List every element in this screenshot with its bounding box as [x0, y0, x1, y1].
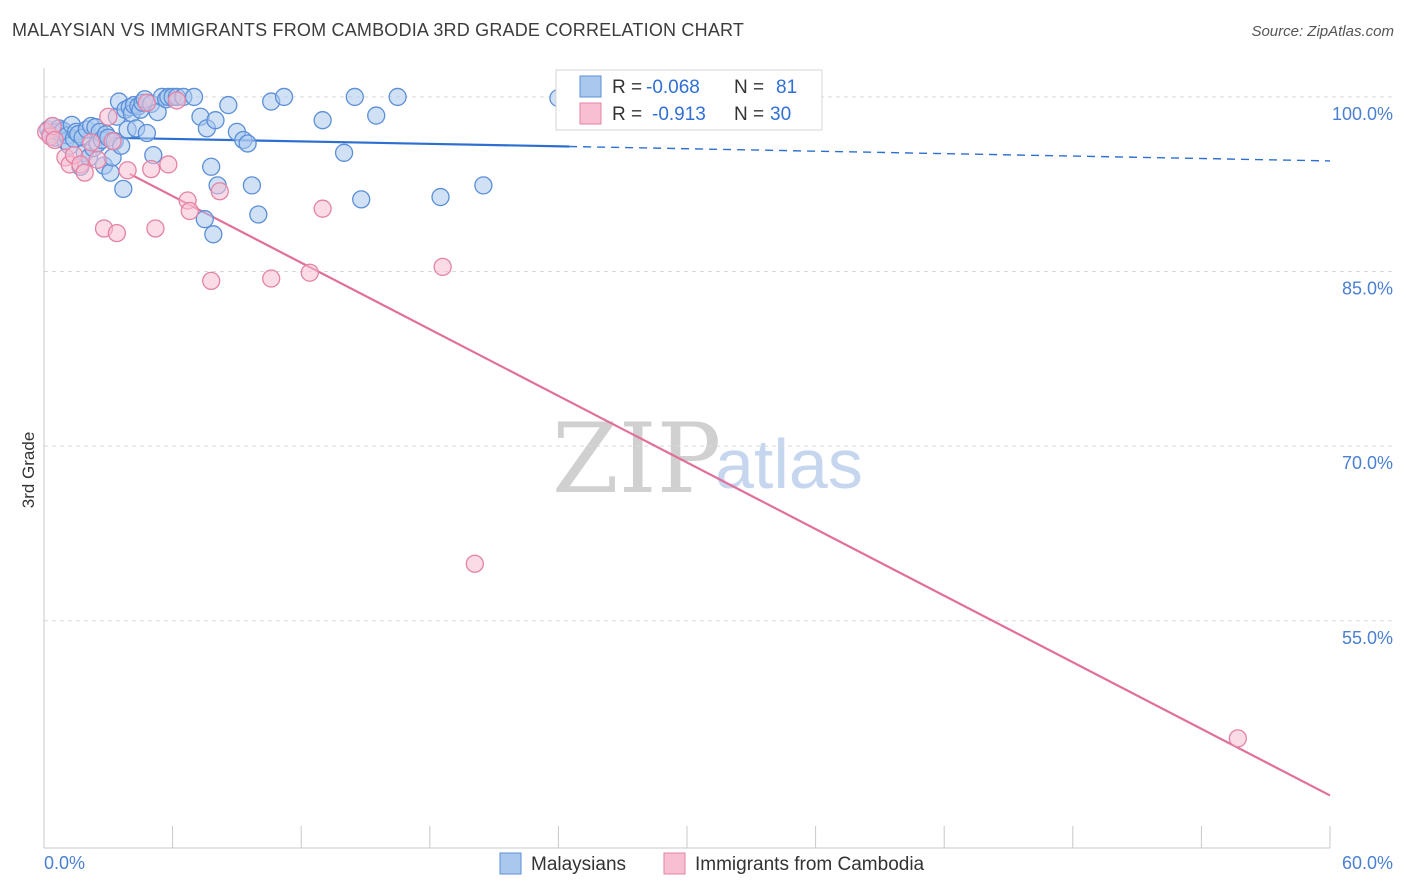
series-cambodia	[36, 91, 1247, 748]
legend-pink-r-label: R =	[612, 104, 642, 125]
stats-legend: R = -0.068 N = 81 R = -0.913 N = 30	[555, 69, 823, 131]
point-malaysians	[242, 176, 262, 195]
y-tick-label: 70.0%	[1342, 453, 1393, 473]
point-cambodia	[202, 271, 221, 291]
point-cambodia	[433, 257, 452, 277]
point-cambodia	[142, 159, 161, 179]
trend-line-cambodia	[129, 172, 1331, 797]
point-cambodia	[88, 150, 107, 169]
x-tick-max: 60.0%	[1342, 853, 1393, 873]
legend-malaysians-swatch	[499, 852, 522, 875]
point-cambodia	[210, 182, 229, 201]
point-malaysians	[204, 225, 223, 244]
point-cambodia	[465, 554, 484, 573]
point-malaysians	[101, 163, 120, 182]
legend-blue-r-label: R =	[612, 77, 642, 98]
point-cambodia	[180, 201, 199, 221]
legend-blue-swatch	[579, 75, 602, 98]
point-malaysians	[474, 176, 493, 195]
watermark-zip: ZIP	[552, 403, 721, 515]
point-malaysians	[114, 179, 133, 199]
legend-pink-r-value: -0.913	[652, 104, 706, 125]
point-malaysians	[137, 123, 157, 143]
legend-cambodia-swatch	[663, 852, 686, 875]
point-cambodia	[300, 263, 319, 282]
y-tick-label: 85.0%	[1342, 279, 1393, 299]
legend-pink-n-value: 30	[770, 104, 791, 125]
point-cambodia	[118, 161, 137, 180]
trend-lines	[43, 135, 1331, 797]
point-cambodia	[313, 199, 332, 218]
point-cambodia	[82, 133, 101, 152]
point-cambodia	[137, 93, 157, 112]
legend-pink-n-label: N =	[734, 104, 764, 125]
x-tick-min: 0.0%	[44, 853, 85, 873]
axes	[43, 68, 1331, 849]
point-malaysians	[345, 87, 364, 107]
point-cambodia	[45, 130, 64, 150]
chart-title: MALAYSIAN VS IMMIGRANTS FROM CAMBODIA 3R…	[12, 20, 745, 40]
series-malaysians	[39, 87, 568, 244]
legend-blue-n-label: N =	[734, 77, 764, 98]
point-malaysians	[352, 190, 371, 209]
legend-blue-n-value: 81	[776, 77, 797, 98]
watermark-atlas: atlas	[715, 425, 863, 503]
y-tick-label: 100.0%	[1332, 104, 1393, 124]
point-malaysians	[334, 143, 354, 162]
point-cambodia	[146, 219, 165, 238]
point-malaysians	[184, 87, 204, 107]
point-malaysians	[313, 111, 332, 130]
point-cambodia	[75, 163, 94, 182]
point-malaysians	[388, 87, 407, 107]
point-cambodia	[262, 269, 281, 288]
point-cambodia	[159, 155, 178, 174]
point-malaysians	[367, 106, 386, 125]
trend-line-malaysians-extension	[569, 145, 1331, 162]
point-malaysians	[274, 87, 294, 107]
point-cambodia	[103, 132, 122, 151]
legend-cambodia-label: Immigrants from Cambodia	[695, 854, 925, 875]
point-malaysians	[195, 210, 214, 229]
legend-pink-swatch	[579, 102, 602, 125]
legend-malaysians-label: Malaysians	[531, 854, 626, 875]
y-tick-label: 55.0%	[1342, 628, 1393, 648]
source-label: Source: ZipAtlas.com	[1251, 23, 1394, 40]
series-legend: Malaysians Immigrants from Cambodia	[499, 852, 925, 875]
point-cambodia	[99, 107, 118, 126]
point-malaysians	[206, 111, 225, 130]
point-malaysians	[202, 157, 221, 176]
point-malaysians	[219, 95, 238, 115]
legend-blue-r-value: -0.068	[646, 77, 700, 98]
point-cambodia	[1228, 729, 1247, 748]
point-malaysians	[238, 134, 257, 153]
point-cambodia	[167, 91, 187, 110]
gridlines	[44, 96, 1393, 622]
y-axis-label: 3rd Grade	[19, 432, 38, 509]
point-cambodia	[107, 223, 127, 243]
point-malaysians	[249, 205, 268, 224]
y-tick-labels: 100.0% 85.0% 70.0% 55.0%	[1332, 104, 1393, 648]
trend-line-malaysians	[43, 135, 570, 148]
point-malaysians	[431, 187, 450, 207]
